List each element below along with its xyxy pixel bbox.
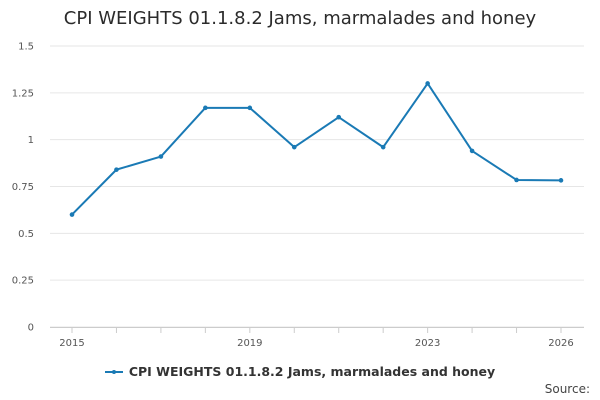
legend-label: CPI WEIGHTS 01.1.8.2 Jams, marmalades an… [128, 364, 496, 379]
legend-swatch-icon [104, 366, 123, 378]
data-point [514, 177, 519, 183]
x-tick-label: 2015 [59, 338, 84, 349]
y-tick-label: 1.25 [12, 88, 34, 99]
y-tick-label: 0.25 [12, 276, 34, 287]
data-point [203, 105, 208, 111]
data-point [247, 105, 253, 111]
y-tick-label: 0.75 [12, 182, 34, 193]
x-tick-label: 2019 [237, 338, 262, 349]
data-point [114, 167, 119, 172]
data-point [558, 178, 564, 183]
data-point [469, 148, 475, 154]
data-point [380, 144, 386, 150]
y-tick-label: 0.5 [18, 229, 34, 240]
y-tick-label: 1 [28, 135, 34, 146]
series-line [71, 82, 562, 216]
data-point [425, 81, 430, 86]
legend[interactable]: CPI WEIGHTS 01.1.8.2 Jams, marmalades an… [0, 364, 600, 379]
y-tick-label: 0 [28, 323, 34, 334]
x-tick-label: 2023 [415, 338, 440, 349]
data-point [158, 154, 164, 159]
data-point [69, 212, 75, 217]
chart-title: CPI WEIGHTS 01.1.8.2 Jams, marmalades an… [63, 8, 537, 29]
source-label: Source: [544, 382, 590, 396]
data-point [291, 144, 297, 150]
data-point [336, 114, 342, 120]
y-tick-label: 1.5 [18, 42, 34, 53]
x-tick-label: 2026 [548, 338, 573, 349]
